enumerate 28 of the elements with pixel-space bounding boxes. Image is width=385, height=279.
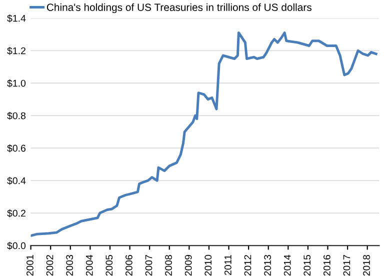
x-tick-label: 2001 (26, 255, 34, 276)
x-tick-label: 2003 (66, 254, 74, 276)
x-tick-label: 2011 (224, 255, 232, 275)
line-series (30, 32, 378, 238)
y-tick-label: $0.6 (7, 144, 26, 152)
x-tick-label: 2004 (86, 254, 93, 276)
x-tick-label: 2010 (204, 254, 212, 276)
x-tick-label: 2013 (264, 254, 271, 276)
x-tick-label: 2016 (323, 254, 330, 276)
y-tick-label: $0.2 (7, 209, 26, 218)
x-tick-label: 2006 (126, 254, 132, 276)
y-tick-label: $1.2 (7, 46, 26, 55)
x-tick-label: 2018 (363, 254, 370, 276)
x-tick-label: 2014 (284, 254, 291, 276)
x-tick-label: 2008 (165, 254, 172, 276)
y-tick-label: $0.8 (7, 112, 26, 120)
x-tick-label: 2015 (304, 254, 311, 276)
x-tick-label: 2017 (343, 255, 350, 276)
x-tick-label: 2009 (184, 255, 192, 276)
y-tick-label: $1.4 (7, 14, 26, 22)
x-tick-label: 2002 (46, 255, 54, 276)
x-tick-label: 2012 (244, 255, 252, 276)
y-tick-label: $0.4 (7, 176, 26, 185)
y-tick-label: $1.0 (7, 79, 26, 88)
x-tick-label: 2007 (145, 255, 152, 276)
legend-label: China's holdings of US Treasuries in trillions of US dollars (46, 3, 312, 14)
y-tick-label: $0.0 (7, 242, 26, 250)
x-tick-label: 2005 (106, 254, 113, 276)
